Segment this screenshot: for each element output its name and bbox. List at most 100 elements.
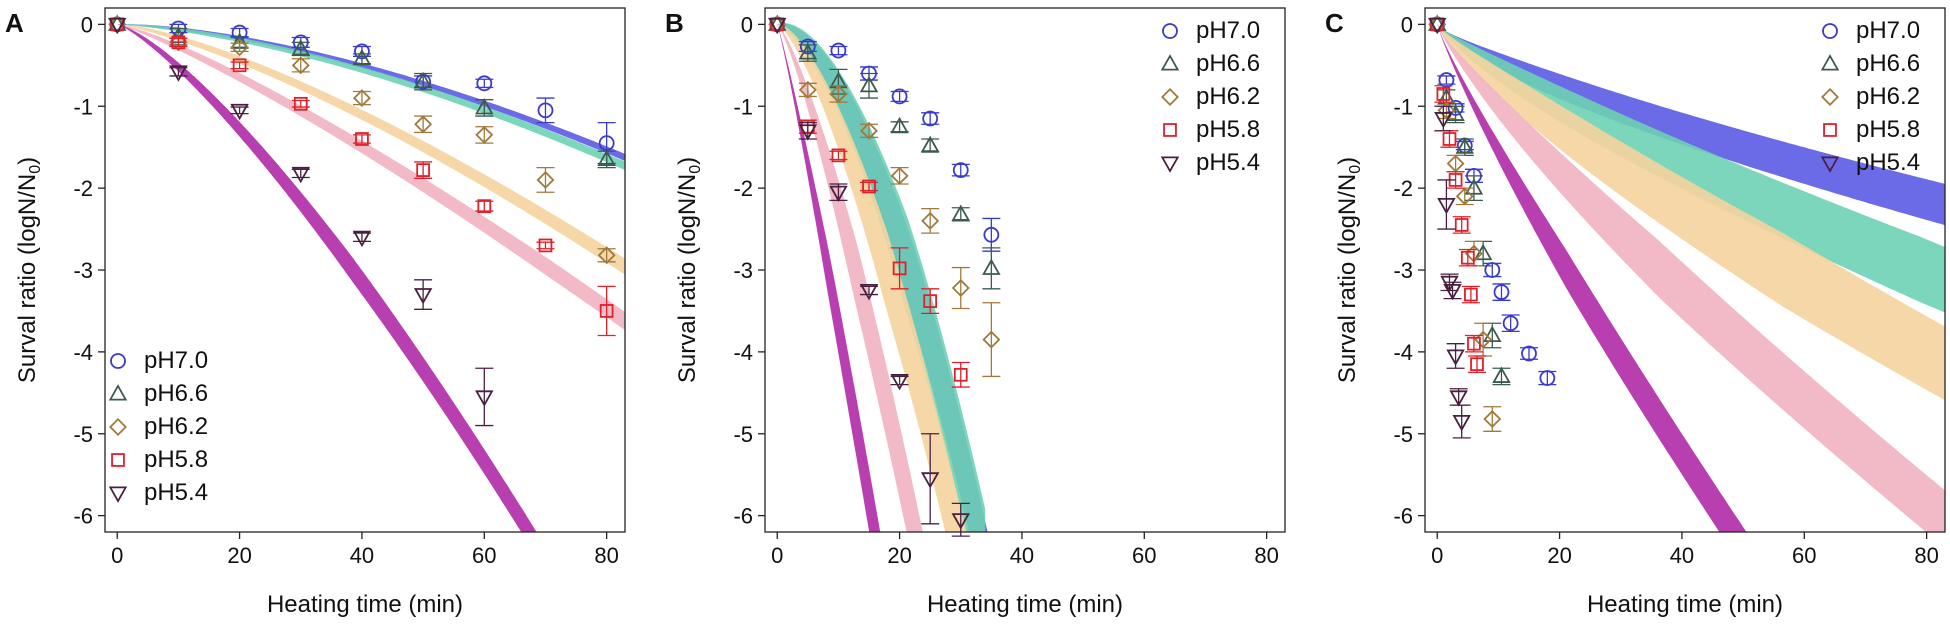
data-point-pH5.4 (1449, 390, 1468, 407)
chart-panel-B: 0 -1 -2 -3 -4 -5 -6 0 20 40 60 80 Heating time (min)… (665, 7, 1286, 618)
band-pH6.2 (777, 24, 967, 532)
band-pH5.8 (1437, 24, 1945, 532)
data-point-pH6.2 (860, 121, 878, 140)
legend-label: pH6.2 (1196, 83, 1260, 110)
legend: pH7.0 pH6.6 pH6.2 pH5.8 pH5.4 (108, 347, 208, 506)
legend-label: pH6.2 (144, 413, 208, 440)
data-point-pH6.2 (475, 125, 494, 144)
data-point-pH5.4 (859, 283, 879, 301)
data-point-pH5.4 (1446, 349, 1465, 366)
data-point-pH6.2 (597, 246, 616, 265)
data-point-pH6.2 (1437, 101, 1456, 120)
x-tick-label: 20 (227, 543, 251, 568)
data-point-pH6.6 (890, 116, 909, 134)
y-axis-label: Surval ratio (logN/N0) (14, 157, 44, 383)
data-point-pH7.0 (1502, 315, 1519, 332)
data-point-pH6.6 (475, 98, 494, 115)
legend-marker-pH6.6 (1160, 54, 1180, 71)
y-tick-label: -5 (733, 422, 753, 447)
legend-label: pH5.4 (144, 479, 208, 506)
data-point-pH5.8 (862, 179, 876, 194)
data-point-pH5.8 (293, 96, 308, 111)
data-point-pH6.2 (921, 211, 940, 230)
data-point-pH6.6 (1455, 137, 1475, 154)
y-tick-label: -2 (733, 176, 753, 201)
x-tick-label: 80 (1254, 543, 1278, 568)
data-point-pH7.0 (1539, 370, 1556, 386)
y-tick-label: -1 (733, 94, 753, 119)
data-point-pH6.6 (1492, 366, 1511, 383)
panel-label: C (1325, 8, 1344, 38)
data-point-pH5.4 (1443, 283, 1462, 301)
y-tick-label: -5 (1393, 422, 1413, 447)
y-axis-label-main: Surval ratio (logN/N (674, 174, 701, 383)
data-point-pH5.4 (767, 17, 787, 35)
y-tick-label: 0 (1401, 12, 1413, 37)
y-tick-label: -6 (73, 504, 93, 529)
data-point-pH6.2 (890, 166, 909, 185)
data-point-pH7.0 (1493, 284, 1510, 301)
legend-label: pH7.0 (1856, 17, 1920, 44)
y-tick-label: -4 (73, 340, 93, 365)
data-points (767, 14, 1001, 537)
data-points (1427, 14, 1557, 439)
legend-label: pH5.4 (1196, 149, 1260, 176)
legend-label: pH5.8 (1856, 116, 1920, 143)
y-tick-label: -1 (73, 94, 93, 119)
data-point-pH5.8 (831, 148, 846, 163)
data-point-pH6.2 (352, 89, 371, 108)
legend-marker-pH5.4 (1820, 156, 1840, 173)
data-point-pH5.4 (413, 288, 433, 305)
data-point-pH6.2 (798, 80, 817, 99)
data-point-pH5.8 (232, 58, 247, 73)
y-tick-label: -6 (733, 504, 753, 529)
data-point-pH6.2 (829, 84, 848, 103)
x-tick-label: 80 (1914, 543, 1938, 568)
legend-marker-pH6.6 (108, 384, 128, 401)
prediction-bands (117, 24, 625, 532)
x-axis-label: Heating time (min) (267, 591, 463, 618)
band-pH7.0 (1437, 24, 1945, 226)
legend-label: pH7.0 (144, 347, 208, 374)
data-point-pH7.0 (922, 110, 939, 127)
legend-marker-pH5.4 (1160, 156, 1180, 173)
y-tick-label: -3 (73, 258, 93, 283)
legend-marker-pH5.8 (1163, 123, 1177, 137)
legend-marker-pH6.6 (1820, 54, 1840, 71)
data-point-pH7.0 (1438, 72, 1455, 88)
data-point-pH6.2 (1483, 410, 1502, 428)
y-axis-label-sub: 0 (687, 165, 704, 174)
data-point-pH5.8 (923, 294, 938, 308)
legend-marker-pH5.8 (1823, 123, 1837, 137)
data-point-pH6.6 (1483, 325, 1502, 343)
x-tick-label: 80 (594, 543, 618, 568)
data-point-pH7.0 (891, 88, 908, 105)
legend-marker-pH7.0 (1162, 23, 1178, 39)
data-point-pH5.8 (416, 163, 430, 177)
y-tick-label: -3 (733, 258, 753, 283)
data-point-pH7.0 (1484, 262, 1501, 278)
data-point-pH5.4 (230, 103, 249, 121)
data-point-pH6.2 (1455, 187, 1474, 206)
data-point-pH6.6 (798, 43, 818, 60)
y-axis-label-sub: 0 (1347, 165, 1364, 174)
y-axis-label-sub: 0 (27, 165, 44, 174)
legend: pH7.0 pH6.6 pH6.2 pH5.8 pH5.4 (1160, 17, 1260, 176)
data-point-pH6.2 (536, 170, 555, 189)
legend-marker-pH6.2 (109, 418, 127, 436)
x-tick-label: 20 (1547, 543, 1571, 568)
data-point-pH6.6 (920, 135, 940, 153)
y-axis-label-main: Surval ratio (logN/N (14, 174, 41, 383)
legend-label: pH6.6 (1856, 50, 1920, 77)
data-point-pH5.8 (1467, 336, 1481, 351)
y-tick-label: -4 (1393, 340, 1413, 365)
band-pH5.4 (117, 24, 537, 532)
x-axis-label: Heating time (min) (927, 591, 1123, 618)
legend-marker-pH6.2 (1161, 88, 1179, 106)
y-tick-label: -6 (1393, 504, 1413, 529)
x-tick-label: 60 (472, 543, 496, 568)
data-point-pH5.8 (477, 199, 492, 213)
data-point-pH5.4 (475, 390, 494, 407)
legend-label: pH6.6 (144, 380, 208, 407)
